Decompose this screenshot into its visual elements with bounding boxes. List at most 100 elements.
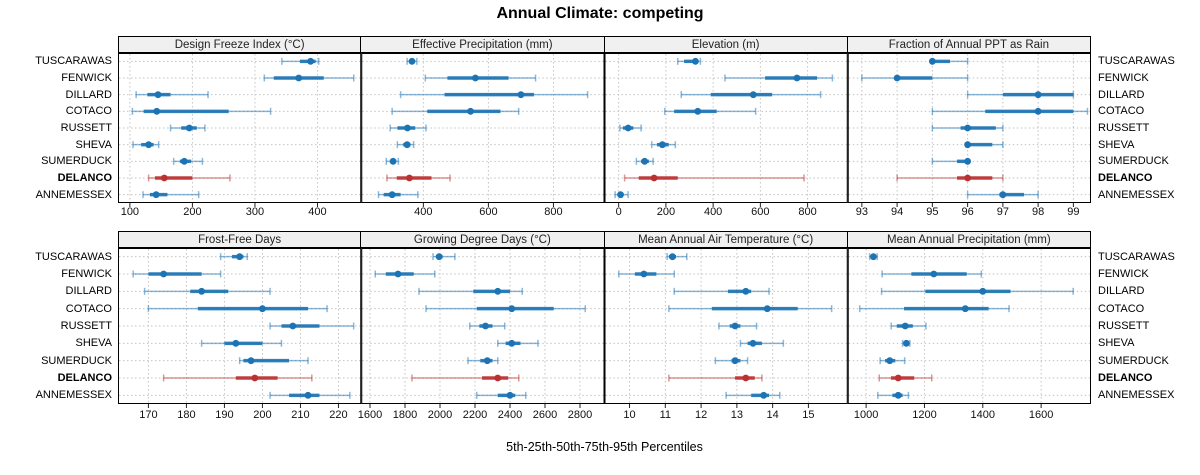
median-dot [999,191,1007,199]
site-series [238,357,309,365]
median-dot [894,391,902,399]
x-tick-label: 1000 [853,409,879,421]
x-tick-label: 99 [1067,206,1080,218]
x-tick-label: 1200 [912,409,937,421]
site-series [269,391,351,399]
x-tick-label: 170 [139,409,158,421]
site-label-right: COTACO [1098,105,1145,118]
site-series [169,124,206,132]
site-series [964,141,1004,149]
x-tick-label: 800 [798,206,817,218]
site-label-right: COTACO [1098,302,1145,315]
x-tick-label: 1600 [357,409,383,421]
median-dot [640,270,648,278]
site-series [650,141,677,149]
x-tick-label: 100 [120,206,140,218]
site-label-left: TUSCARAWAS [35,250,112,263]
median-dot [517,91,525,99]
median-dot [641,157,649,165]
median-dot [1034,91,1042,99]
site-series [879,357,906,365]
site-series [131,107,272,115]
site-series [718,322,758,330]
median-dot [669,253,676,261]
median-dot [494,374,502,382]
site-label-left: SUMERDUCK [41,155,112,168]
site-label-left: TUSCARAWAS [35,55,112,68]
site-label-left: FENWICK [61,72,112,84]
median-dot [405,174,413,182]
x-tick-label: 1600 [1028,409,1054,421]
site-series [896,174,1004,182]
panel-title: Elevation (m) [691,38,760,51]
panel-strip: Design Freeze Index (°C) [118,36,362,53]
site-series [469,322,506,330]
site-series [858,305,1010,313]
site-series [281,57,320,65]
median-dot [154,91,162,99]
panel-border [604,248,848,404]
x-tick-label: 97 [996,206,1009,218]
site-series [385,157,400,165]
site-label-left: ANNEMESSEX [35,389,112,402]
site-series [966,191,1039,199]
panel-strip: Growing Degree Days (°C) [360,231,605,248]
x-tick-label: 2200 [462,409,488,421]
panel-title: Mean Annual Precipitation (mm) [887,233,1051,246]
site-series [172,157,204,165]
site-series [263,74,355,82]
panel-title: Effective Precipitation (mm) [412,38,553,51]
site-series [391,107,520,115]
site-label-right: FENWICK [1098,72,1149,84]
site-series [861,74,969,82]
x-tick-label: 2800 [567,409,593,421]
site-series [476,391,527,399]
panel-border [604,53,848,203]
site-label-right: DELANCO [1098,172,1153,184]
median-dot [295,74,303,82]
x-tick-label: 600 [479,206,498,218]
site-series [890,322,927,330]
x-tick-label: 98 [1031,206,1045,218]
median-dot [247,357,255,365]
site-series [135,91,209,99]
panel-title: Growing Degree Days (°C) [413,233,551,246]
x-tick-label: 95 [926,206,939,218]
panel-border [118,248,362,404]
median-dot [494,287,502,295]
median-dot [692,57,699,65]
panel-strip: Mean Annual Precipitation (mm) [846,231,1091,248]
site-label-right: SHEVA [1098,337,1135,350]
median-dot [793,74,801,82]
site-label-right: DELANCO [1098,372,1153,384]
site-series [132,141,160,149]
median-dot [760,391,768,399]
site-series [868,253,878,261]
median-dot [961,305,969,313]
site-series [418,287,523,295]
median-dot [894,374,902,382]
median-dot [763,305,771,313]
site-series [881,270,983,278]
median-dot [389,157,397,165]
site-series [386,174,451,182]
site-series [931,107,1089,115]
median-dot [160,270,168,278]
site-series [147,305,328,313]
site-label-right: SHEVA [1098,138,1135,151]
site-label-left: DILLARD [65,88,112,101]
site-series [966,91,1075,99]
median-dot [251,374,259,382]
site-series [406,57,418,65]
x-tick-label: 0 [615,206,622,218]
x-tick-label: 190 [215,409,234,421]
site-label-right: FENWICK [1098,268,1149,280]
x-tick-label: 10 [623,409,636,421]
site-series [724,74,834,82]
median-dot [930,270,938,278]
site-series [467,357,499,365]
x-axis-caption: 5th-25th-50th-75th-95th Percentiles [506,440,703,454]
median-dot [694,107,702,115]
site-series [162,374,313,382]
site-series [374,270,436,278]
